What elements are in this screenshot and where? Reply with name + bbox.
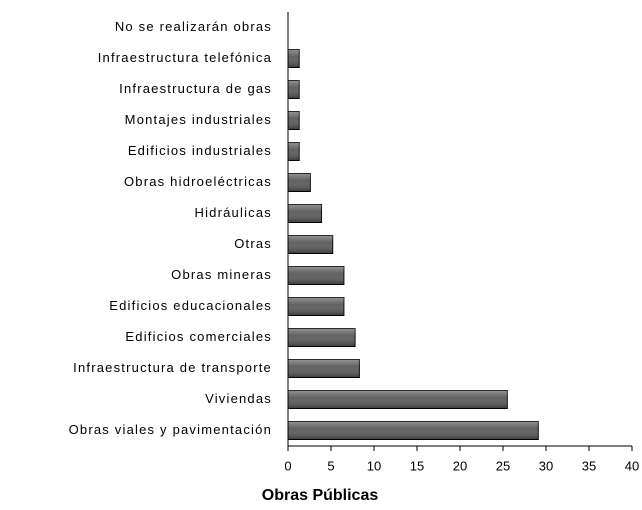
x-tick-label: 5 — [327, 458, 334, 473]
x-tick-label: 20 — [453, 458, 467, 473]
y-tick-label: Obras viales y pavimentación — [69, 422, 272, 437]
x-tick-label: 0 — [284, 458, 291, 473]
bar-shade — [288, 49, 300, 68]
x-tick-label: 25 — [496, 458, 510, 473]
bar-shade — [288, 421, 539, 440]
x-tick-label: 10 — [367, 458, 381, 473]
y-tick-label: Edificios comerciales — [125, 329, 272, 344]
y-tick-label: Infraestructura de transporte — [73, 360, 272, 375]
x-tick-label: 40 — [625, 458, 639, 473]
bar-shade — [288, 390, 508, 409]
x-axis-title: Obras Públicas — [262, 487, 379, 504]
bar-shade — [288, 142, 300, 161]
x-tick-label: 35 — [582, 458, 596, 473]
bar-shade — [288, 80, 300, 99]
bar-shade — [288, 359, 360, 378]
y-tick-label: Hidráulicas — [194, 205, 272, 220]
y-tick-label: No se realizarán obras — [115, 19, 272, 34]
bar-shade — [288, 204, 322, 223]
x-tick-label: 15 — [410, 458, 424, 473]
y-tick-label: Otras — [234, 236, 272, 251]
y-tick-label: Obras mineras — [171, 267, 272, 282]
y-tick-label: Obras hidroeléctricas — [124, 174, 272, 189]
bar-shade — [288, 266, 344, 285]
bar-shade — [288, 297, 344, 316]
y-tick-label: Montajes industriales — [125, 112, 272, 127]
y-tick-label: Edificios educacionales — [109, 298, 272, 313]
bar-shade — [288, 235, 333, 254]
x-tick-label: 30 — [539, 458, 553, 473]
y-tick-label: Infraestructura telefónica — [98, 50, 272, 65]
bar-shade — [288, 328, 356, 347]
y-tick-label: Edificios industriales — [128, 143, 272, 158]
bar-shade — [288, 111, 300, 130]
bar-shade — [288, 173, 311, 192]
y-tick-label: Viviendas — [205, 391, 272, 406]
y-tick-label: Infraestructura de gas — [119, 81, 272, 96]
